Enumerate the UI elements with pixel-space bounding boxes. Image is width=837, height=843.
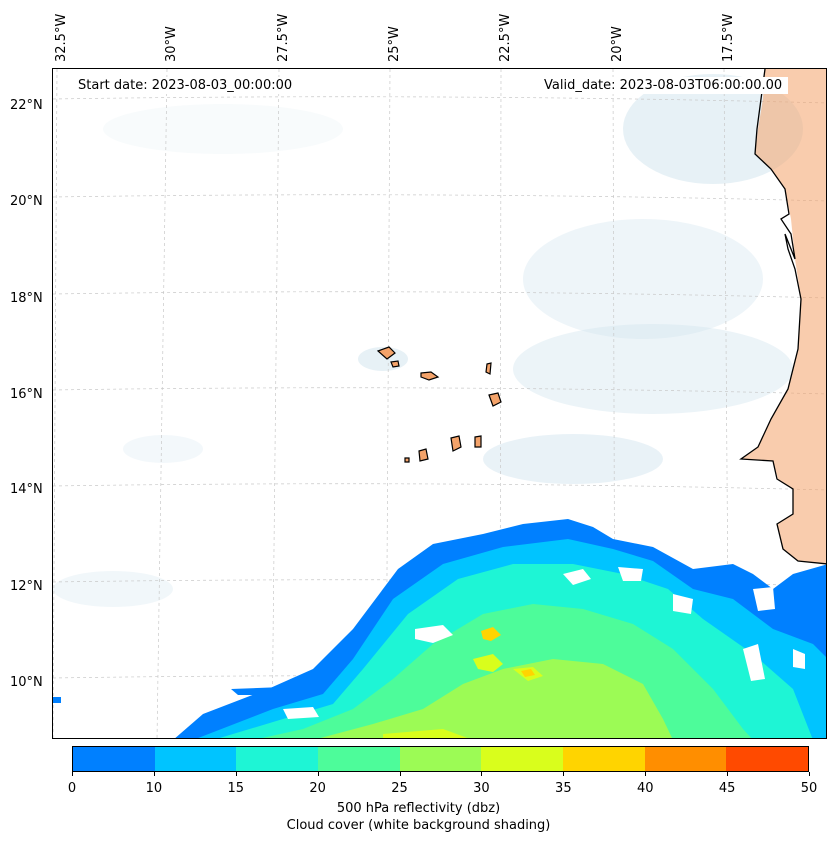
map-panel <box>52 68 827 739</box>
colorbar-tick-mark <box>153 772 155 776</box>
colorbar-segment <box>73 747 155 771</box>
colorbar-tick-mark <box>72 772 73 776</box>
africa-land <box>741 69 826 564</box>
lat-label-20n: 20°N <box>10 194 43 209</box>
colorbar-tick-label: 0 <box>67 781 77 796</box>
cape-verde-islands <box>376 346 502 463</box>
lat-label-16n: 16°N <box>10 387 43 402</box>
colorbar-subtitle: Cloud cover (white background shading) <box>286 818 551 833</box>
lat-label-12n: 12°N <box>10 579 43 594</box>
reflectivity-field <box>53 519 826 738</box>
lat-label-10n: 10°N <box>10 675 43 690</box>
colorbar-tick-label: 40 <box>636 781 654 796</box>
colorbar-tick-mark <box>809 772 810 776</box>
colorbar-tick-label: 15 <box>227 781 245 796</box>
colorbar-tick-mark <box>399 772 401 776</box>
lat-label-22n: 22°N <box>10 98 43 113</box>
colorbar-segment <box>726 747 809 771</box>
lon-label-17-5w: 17.5°W <box>721 13 736 62</box>
lat-label-14n: 14°N <box>10 482 43 497</box>
lat-label-18n: 18°N <box>10 291 43 306</box>
colorbar-tick-mark <box>317 772 319 776</box>
coastline <box>739 69 826 565</box>
lon-label-27-5w: 27.5°W <box>276 13 291 62</box>
colorbar-tick-label: 10 <box>145 781 163 796</box>
colorbar-title: 500 hPa reflectivity (dbz) <box>336 801 501 816</box>
colorbar-segment <box>563 747 645 771</box>
start-date-label: Start date: 2023-08-03_00:00:00 <box>72 77 299 94</box>
lon-label-22-5w: 22.5°W <box>498 13 513 62</box>
colorbar-tick-mark <box>727 772 729 776</box>
colorbar-segment <box>644 747 727 771</box>
colorbar-tick-mark <box>645 772 647 776</box>
colorbar-segment <box>399 747 482 771</box>
colorbar-tick-label: 45 <box>718 781 736 796</box>
cloud-cover-shading <box>53 74 803 607</box>
valid-date-label: Valid_date: 2023-08-03T06:00:00.00 <box>538 77 789 94</box>
colorbar-tick-label: 25 <box>391 781 408 796</box>
lon-label-20w: 20°W <box>610 26 625 62</box>
colorbar-tick-label: 30 <box>473 781 490 796</box>
colorbar-tick-mark <box>235 772 237 776</box>
colorbar-tick-label: 35 <box>555 781 572 796</box>
colorbar-tick-label: 50 <box>800 781 818 796</box>
colorbar <box>72 746 809 772</box>
lon-label-32-5w: 32.5°W <box>54 13 69 62</box>
colorbar-tick-label: 20 <box>309 781 326 796</box>
map-canvas <box>53 69 826 738</box>
colorbar-segment <box>236 747 319 771</box>
lon-label-30w: 30°W <box>164 26 179 62</box>
lon-label-25w: 25°W <box>387 26 402 62</box>
colorbar-segment <box>481 747 564 771</box>
colorbar-segment <box>154 747 237 771</box>
colorbar-tick-mark <box>563 772 565 776</box>
colorbar-segment <box>318 747 400 771</box>
colorbar-tick-mark <box>481 772 483 776</box>
